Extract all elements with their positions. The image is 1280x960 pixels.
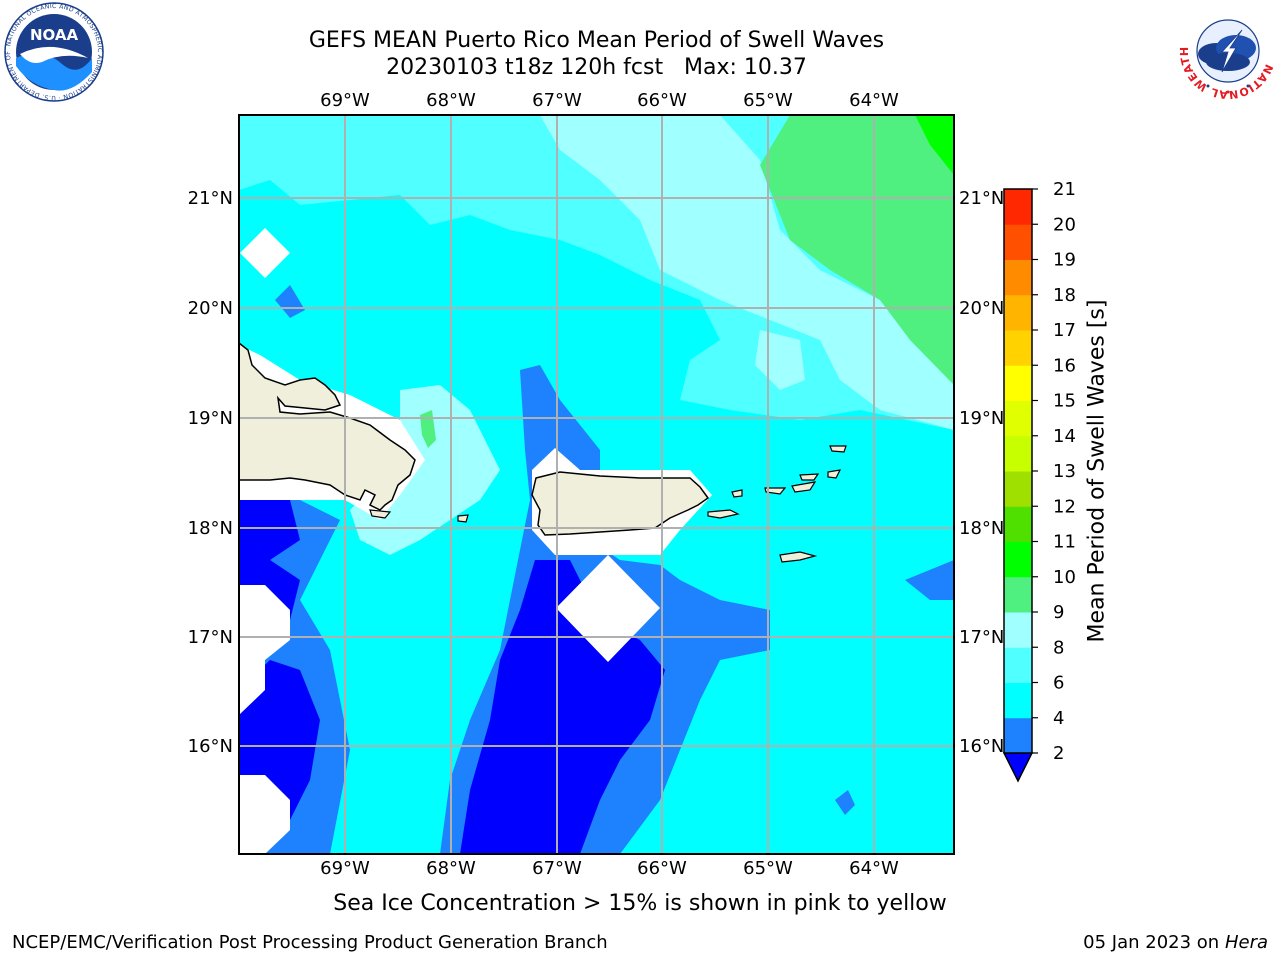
chart-title: GEFS MEAN Puerto Rico Mean Period of Swe… <box>308 28 885 53</box>
lon-label-top: 65°W <box>743 90 793 111</box>
field-2-4-east <box>905 560 954 600</box>
noaa-logo-icon: NATIONAL OCEANIC AND ATMOSPHERIC ADMINIS… <box>2 2 104 102</box>
lon-label-bottom: 67°W <box>532 858 582 879</box>
field-9-10-spot <box>420 410 436 448</box>
mona-island <box>457 514 469 523</box>
colorbar-swatch <box>1004 259 1032 296</box>
lon-labels-bottom: 69°W 68°W 67°W 66°W 65°W 64°W <box>320 858 899 879</box>
colorbar-swatch <box>1004 330 1032 366</box>
chart-subtitle-forecast: 20230103 t18z 120h fcst Max: 10.37 <box>386 55 807 80</box>
colorbar-swatch <box>1004 189 1032 225</box>
footer-date: 05 Jan 2023 on Hera <box>1083 932 1268 953</box>
colorbar-tick-label: 6 <box>1053 673 1064 694</box>
map-field <box>239 115 954 854</box>
colorbar-swatch <box>1004 471 1032 507</box>
field-10-11 <box>915 115 954 175</box>
colorbar-swatch <box>1004 365 1032 401</box>
graticule <box>239 115 954 854</box>
puerto-rico-land <box>531 471 710 536</box>
colorbar-label: Mean Period of Swell Waves [s] <box>1084 299 1110 643</box>
colorbar-swatch <box>1004 717 1032 754</box>
st-croix-island <box>779 551 818 563</box>
colorbar-swatch <box>1004 294 1032 331</box>
colorbar-swatch <box>1004 224 1032 260</box>
colorbar-tick-label: 20 <box>1053 214 1076 235</box>
footer-date-text: 05 Jan 2023 on <box>1083 932 1225 953</box>
nws-logo-icon: NATIONAL WEATHER SERVICE <box>1178 2 1275 100</box>
colorbar-tick-label: 15 <box>1053 391 1076 412</box>
colorbar-swatch <box>1004 647 1032 683</box>
colorbar-tick-label: 16 <box>1053 355 1076 376</box>
lon-label-top: 69°W <box>320 90 370 111</box>
colorbar-tick-label: 9 <box>1053 602 1064 623</box>
colorbar-tick-label: 4 <box>1053 708 1064 729</box>
colorbar-tick-label: 18 <box>1053 285 1076 306</box>
colorbar-tick-label: 14 <box>1053 426 1076 447</box>
colorbar-swatch <box>1004 682 1032 719</box>
lon-label-bottom: 65°W <box>743 858 793 879</box>
colorbar-swatch <box>1004 435 1032 472</box>
map-frame <box>238 114 955 855</box>
colorbar-swatch <box>1004 541 1032 578</box>
footer-host: Hera <box>1224 932 1268 953</box>
sea-ice-note: Sea Ice Concentration > 15% is shown in … <box>333 891 947 916</box>
lat-label-right: 21°N <box>959 188 1004 209</box>
lon-label-bottom: 64°W <box>849 858 899 879</box>
field-2-4-spot-north <box>275 285 305 318</box>
field-2-4-spot <box>835 790 855 815</box>
lat-label-left: 20°N <box>188 298 233 319</box>
mask-patch-4 <box>556 555 660 662</box>
lat-label-right: 18°N <box>959 518 1004 539</box>
lon-label-top: 68°W <box>426 90 476 111</box>
colorbar-swatch <box>1004 612 1032 648</box>
colorbar-tick-label: 19 <box>1053 250 1076 271</box>
lon-label-top: 67°W <box>532 90 582 111</box>
lon-label-bottom: 66°W <box>637 858 687 879</box>
hispaniola-land <box>239 342 416 511</box>
colorbar-tick-label: 12 <box>1053 496 1076 517</box>
mask-patch-1 <box>240 228 290 278</box>
colorbar-swatch <box>1004 400 1032 437</box>
lon-label-bottom: 68°W <box>426 858 476 879</box>
colorbar-tick-label: 17 <box>1053 320 1076 341</box>
field-9-10 <box>760 115 954 385</box>
colorbar-tick-label: 11 <box>1053 532 1076 553</box>
colorbar-swatch <box>1004 506 1032 542</box>
vieques-island <box>707 509 740 519</box>
lat-label-left: 21°N <box>188 188 233 209</box>
lat-label-right: 17°N <box>959 627 1004 648</box>
lat-labels-left: 21°N 20°N 19°N 18°N 17°N 16°N <box>188 188 233 757</box>
lat-label-right: 20°N <box>959 298 1004 319</box>
colorbar-tick-label: 13 <box>1053 461 1076 482</box>
lat-label-left: 17°N <box>188 627 233 648</box>
noaa-logo-text: NOAA <box>30 26 79 44</box>
mask-patch-2 <box>239 585 290 715</box>
lat-label-left: 18°N <box>188 518 233 539</box>
field-8-9-north <box>540 115 954 430</box>
colorbar: 2 4 6 8 9 10 11 12 13 14 15 16 17 18 19 20 21 <box>1002 179 1076 783</box>
lon-label-bottom: 69°W <box>320 858 370 879</box>
lat-label-left: 19°N <box>188 408 233 429</box>
mask-patch-3 <box>239 775 290 854</box>
colorbar-tick-label: 8 <box>1053 637 1064 658</box>
lat-label-right: 16°N <box>959 736 1004 757</box>
colorbar-extend-triangle <box>1002 752 1034 783</box>
lat-label-right: 19°N <box>959 408 1004 429</box>
colorbar-tick-label: 21 <box>1053 179 1076 200</box>
lat-labels-right: 21°N 20°N 19°N 18°N 17°N 16°N <box>959 188 1004 757</box>
lat-label-left: 16°N <box>188 736 233 757</box>
colorbar-tick-label: 2 <box>1053 743 1064 764</box>
lon-label-top: 64°W <box>849 90 899 111</box>
lon-labels-top: 69°W 68°W 67°W 66°W 65°W 64°W <box>320 90 899 111</box>
footer-branch: NCEP/EMC/Verification Post Processing Pr… <box>12 932 608 953</box>
colorbar-tick-label: 10 <box>1053 567 1076 588</box>
colorbar-swatch <box>1004 576 1032 613</box>
lon-label-top: 66°W <box>637 90 687 111</box>
